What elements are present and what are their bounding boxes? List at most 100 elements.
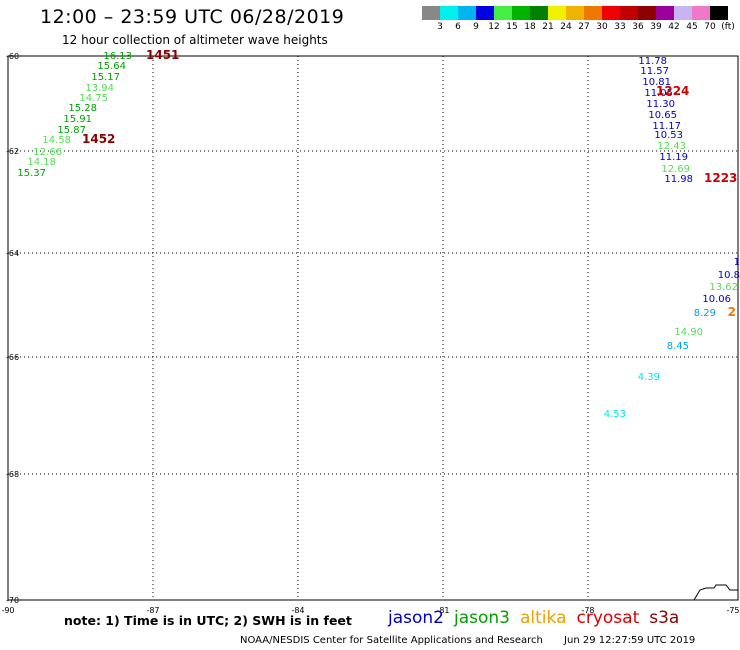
swh-value: 11.78 [638, 56, 667, 67]
color-swatch [584, 6, 602, 20]
color-swatch [494, 6, 512, 20]
swh-value: 14.75 [79, 93, 108, 104]
coastline [693, 584, 738, 601]
color-swatch [692, 6, 710, 20]
swh-value: 12.69 [661, 164, 690, 175]
color-scale-bar [422, 6, 728, 20]
pass-id-label: 1452 [82, 132, 115, 146]
color-swatch [602, 6, 620, 20]
color-swatch [548, 6, 566, 20]
legend-cryosat: cryosat [576, 608, 640, 628]
color-swatch [530, 6, 548, 20]
pass-id-label: 2 [728, 305, 736, 319]
swh-value: 13.62 [709, 282, 738, 293]
swh-value: 15.87 [57, 125, 86, 136]
swh-value: 11.17 [652, 121, 681, 132]
swh-value: 15.91 [63, 114, 92, 125]
swh-value: 14.90 [674, 327, 703, 338]
swh-value: 11.57 [640, 66, 669, 77]
swh-value: 10.81 [642, 77, 671, 88]
longitude-label: -75 [726, 606, 739, 615]
swh-value: 8.29 [694, 308, 716, 319]
latitude-label: -62 [6, 147, 19, 156]
color-scale-label: 6 [455, 22, 461, 32]
swh-value: 1 [734, 257, 740, 268]
color-scale-label: 33 [614, 22, 626, 32]
color-scale-label: 39 [650, 22, 662, 32]
color-swatch [566, 6, 584, 20]
map-subtitle: 12 hour collection of altimeter wave hei… [62, 33, 328, 47]
color-scale-label: 18 [524, 22, 536, 32]
color-swatch [458, 6, 476, 20]
color-swatch [440, 6, 458, 20]
color-scale-label: (ft) [721, 22, 735, 32]
color-swatch [674, 6, 692, 20]
swh-value: 11.05 [644, 88, 673, 99]
color-swatch [638, 6, 656, 20]
latitude-label: -60 [6, 52, 19, 61]
longitude-label: -84 [291, 606, 304, 615]
color-swatch [656, 6, 674, 20]
map-note: note: 1) Time is in UTC; 2) SWH is in fe… [64, 613, 352, 628]
color-scale-labels: 3 6 9 12 15 18 21 24 27 30 33 36 39 42 45 70 (ft) [422, 22, 740, 34]
swh-value: 12.66 [33, 147, 62, 158]
color-scale-label: 70 [704, 22, 716, 32]
swh-value: 15.64 [97, 61, 126, 72]
longitude-label: -87 [146, 606, 159, 615]
color-scale-label: 24 [560, 22, 572, 32]
swh-value: 10.8 [718, 270, 740, 281]
swh-value: 4.53 [604, 409, 626, 420]
satellite-legend: jason2 jason3 altika cryosat s3a [388, 608, 689, 628]
color-scale-label: 12 [488, 22, 500, 32]
legend-altika: altika [520, 608, 567, 628]
footer-timestamp: Jun 29 12:27:59 UTC 2019 [564, 635, 696, 646]
footer-org: NOAA/NESDIS Center for Satellite Applica… [240, 635, 543, 646]
swh-value: 16.13 [103, 51, 132, 62]
pass-id-label: 1223 [704, 171, 737, 185]
color-scale-label: 9 [473, 22, 479, 32]
map-footer: NOAA/NESDIS Center for Satellite Applica… [240, 635, 695, 646]
legend-jason2: jason2 [388, 608, 444, 628]
color-swatch [476, 6, 494, 20]
color-swatch [620, 6, 638, 20]
color-swatch [422, 6, 440, 20]
swh-value: 8.45 [667, 341, 689, 352]
swh-value: 10.65 [648, 110, 677, 121]
longitude-label: -81 [436, 606, 449, 615]
swh-value: 11.30 [646, 99, 675, 110]
legend-s3a: s3a [649, 608, 680, 628]
swh-value: 10.06 [702, 294, 731, 305]
pass-id-label: 1451 [146, 48, 179, 62]
swh-value: 15.37 [17, 168, 46, 179]
longitude-label: -78 [581, 606, 594, 615]
pass-id-label: 1224 [656, 84, 689, 98]
swh-value: 14.58 [42, 135, 71, 146]
swh-value: 14.18 [27, 157, 56, 168]
color-scale-label: 21 [542, 22, 554, 32]
color-scale-label: 45 [686, 22, 698, 32]
color-scale-label: 30 [596, 22, 608, 32]
color-swatch [710, 6, 728, 20]
latitude-label: -68 [6, 470, 19, 479]
latitude-label: -66 [6, 353, 19, 362]
swh-value: 13.94 [85, 83, 114, 94]
swh-value: 15.17 [91, 72, 120, 83]
longitude-label: -90 [1, 606, 14, 615]
map-title: 12:00 – 23:59 UTC 06/28/2019 [40, 6, 345, 28]
color-scale-label: 36 [632, 22, 644, 32]
latitude-label: -70 [6, 596, 19, 605]
swh-value: 12.43 [657, 141, 686, 152]
swh-value: 10.53 [654, 130, 683, 141]
swh-value: 4.39 [638, 372, 660, 383]
color-scale-label: 42 [668, 22, 680, 32]
legend-jason3: jason3 [454, 608, 510, 628]
color-scale-label: 3 [437, 22, 443, 32]
latitude-label: -64 [6, 249, 19, 258]
color-scale-label: 27 [578, 22, 590, 32]
color-scale-label: 15 [506, 22, 518, 32]
swh-value: 11.19 [659, 152, 688, 163]
map-frame [7, 55, 739, 601]
swh-value: 15.28 [68, 103, 97, 114]
color-swatch [512, 6, 530, 20]
